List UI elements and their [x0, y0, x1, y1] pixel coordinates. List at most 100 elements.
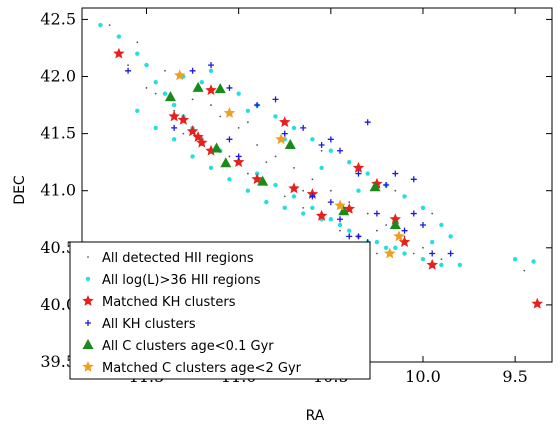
kh-point — [327, 136, 334, 143]
bright-hii-point — [420, 257, 426, 262]
matched-kh-point — [113, 47, 125, 59]
hii-point — [302, 206, 305, 209]
bright-hii-point — [356, 188, 361, 193]
legend-marker-all-kh — [85, 320, 91, 326]
matched-kh-point — [315, 209, 328, 221]
bright-hii-point — [227, 177, 232, 182]
c-young-point — [389, 218, 401, 229]
matched-kh-point — [233, 156, 245, 167]
bright-hii-point — [264, 199, 269, 205]
hii-point — [136, 41, 139, 44]
bright-hii-point — [337, 222, 343, 228]
bright-hii-point — [245, 108, 251, 113]
hii-point — [164, 69, 166, 72]
kh-point — [300, 124, 307, 131]
legend-label-matched-kh: Matched KH clusters — [102, 295, 236, 310]
c-young-point — [220, 157, 232, 168]
hii-point — [265, 161, 268, 164]
kh-point — [281, 130, 288, 137]
hii-point — [422, 246, 424, 249]
bright-hii-point — [383, 245, 389, 251]
kh-point — [392, 170, 399, 177]
hii-point — [394, 189, 397, 192]
hii-point — [145, 87, 148, 89]
matched-kh-point — [177, 113, 190, 125]
bright-hii-point — [135, 51, 140, 56]
kh-point — [447, 250, 454, 257]
kh-point — [226, 136, 233, 143]
y-tick-label: 40.0 — [40, 295, 76, 314]
y-tick-label: 42.0 — [40, 67, 76, 86]
bright-hii-point — [245, 188, 251, 193]
c-matched-point — [384, 247, 396, 259]
bright-hii-point — [171, 137, 177, 142]
c-matched-point — [223, 107, 236, 118]
bright-hii-point — [402, 251, 407, 256]
c-matched-point — [393, 230, 405, 242]
kh-point — [208, 62, 215, 69]
c-young-point — [192, 81, 204, 92]
legend-label-c-matched: Matched C clusters age<2 Gyr — [102, 361, 302, 376]
kh-point — [346, 233, 353, 240]
legend-label-all-kh: All KH clusters — [102, 317, 196, 332]
kh-point — [309, 193, 316, 200]
bright-hii-point — [291, 125, 297, 131]
c-matched-point — [174, 69, 186, 81]
kh-point — [125, 67, 132, 74]
hii-point — [246, 172, 249, 175]
hii-point — [237, 127, 240, 129]
matched-kh-point — [398, 236, 411, 247]
hii-point — [366, 212, 369, 215]
hii-point — [210, 104, 212, 106]
bright-hii-point — [393, 245, 398, 251]
c-young-point — [257, 175, 269, 186]
matched-kh-point — [196, 136, 208, 148]
bright-hii-point — [98, 22, 103, 28]
kh-point — [189, 67, 196, 74]
hii-point — [219, 115, 222, 118]
matched-kh-point — [288, 182, 300, 194]
legend-box — [69, 241, 371, 380]
hii-point — [440, 258, 443, 261]
legend-marker-hii-bright — [85, 276, 91, 282]
kh-point — [410, 210, 417, 217]
hii-point — [329, 189, 332, 192]
kh-point — [171, 124, 178, 131]
matched-kh-point — [205, 144, 217, 156]
bright-hii-point — [439, 222, 444, 228]
y-tick-label: 40.5 — [40, 238, 76, 257]
c-young-point — [369, 181, 381, 192]
matched-kh-point — [168, 110, 180, 122]
c-matched-point — [334, 199, 346, 211]
kh-point — [327, 199, 334, 206]
bright-hii-point — [236, 91, 241, 96]
hii-point — [228, 155, 231, 158]
kh-point — [410, 176, 417, 183]
hii-point — [376, 252, 378, 255]
legend-marker-c-young — [82, 339, 94, 349]
bright-hii-point — [282, 205, 287, 211]
matched-kh-point — [186, 125, 199, 137]
y-tick-label: 41.0 — [40, 181, 76, 200]
y-tick-label: 41.5 — [40, 124, 76, 143]
bright-hii-point — [116, 34, 122, 39]
hii-point — [348, 201, 351, 204]
y-axis-label: DEC — [12, 175, 28, 205]
bright-hii-point — [328, 148, 334, 153]
bright-hii-point — [420, 205, 426, 211]
bright-hii-point — [531, 259, 536, 264]
c-matched-point — [275, 133, 287, 145]
bright-hii-point — [199, 80, 205, 85]
hii-point — [256, 144, 258, 146]
kh-point — [226, 84, 233, 91]
legend-markers — [82, 256, 94, 372]
kh-point — [364, 119, 371, 126]
bright-hii-point — [208, 68, 214, 74]
bright-hii-point — [208, 165, 214, 171]
legend-label-c-young: All C clusters age<0.1 Gyr — [102, 339, 274, 354]
bright-hii-point — [365, 171, 370, 176]
hii-point — [293, 166, 295, 169]
kh-point — [235, 153, 242, 160]
hii-point — [523, 269, 526, 272]
